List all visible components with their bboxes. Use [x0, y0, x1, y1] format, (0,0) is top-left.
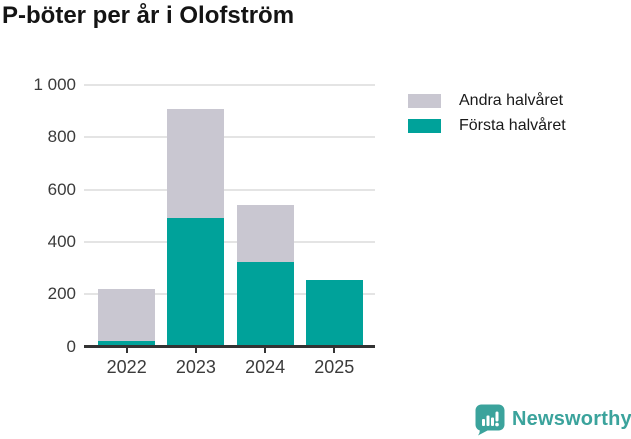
bar-2023-forsta-halvaret	[167, 218, 225, 345]
bar-2024-andra-halvaret	[236, 205, 294, 262]
legend-swatch-forsta-halvaret	[408, 118, 441, 133]
y-tick-label: 1 000	[33, 75, 76, 94]
x-tick	[125, 348, 128, 353]
gridline	[84, 84, 375, 86]
x-tick-label: 2022	[106, 357, 147, 377]
gridline	[84, 293, 375, 296]
gridline	[84, 136, 375, 139]
bar-2022-forsta-halvaret	[98, 341, 156, 345]
brand-logo: Newsworthy	[474, 403, 631, 436]
legend-item-andra-halvaret: Andra halvåret	[408, 88, 566, 113]
x-axis-line	[84, 345, 375, 348]
bar-2024-forsta-halvaret	[236, 261, 294, 345]
x-tick	[264, 348, 267, 353]
legend: Andra halvåret Första halvåret	[408, 88, 566, 138]
x-tick-label: 2023	[175, 357, 216, 377]
chart-title: P-böter per år i Olofström	[2, 2, 295, 29]
newsworthy-logo-text: Newsworthy	[512, 408, 631, 430]
bar-2025-forsta-halvaret	[305, 279, 363, 345]
bar-2022-andra-halvaret	[98, 288, 156, 342]
gridline	[84, 240, 375, 243]
y-tick-label: 400	[47, 231, 76, 251]
legend-label: Andra halvåret	[459, 91, 564, 109]
x-tick-label: 2025	[314, 357, 355, 377]
x-tick-label: 2024	[245, 357, 286, 377]
gridline	[84, 188, 375, 191]
x-tick	[194, 348, 197, 353]
y-tick-label: 600	[47, 179, 76, 199]
y-tick-label: 800	[47, 127, 76, 147]
x-tick	[333, 348, 336, 353]
y-tick-label: 200	[47, 284, 76, 304]
legend-swatch-andra-halvaret	[408, 93, 441, 108]
legend-item-forsta-halvaret: Första halvåret	[408, 113, 566, 138]
y-tick-label: 0	[66, 336, 76, 356]
legend-label: Första halvåret	[459, 116, 566, 134]
newsworthy-logo-icon	[475, 404, 505, 436]
bar-2023-andra-halvaret	[167, 108, 225, 219]
